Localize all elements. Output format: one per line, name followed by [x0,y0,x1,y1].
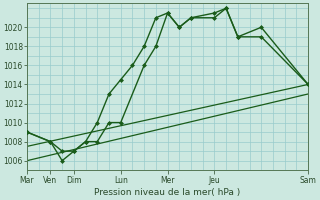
X-axis label: Pression niveau de la mer( hPa ): Pression niveau de la mer( hPa ) [94,188,241,197]
